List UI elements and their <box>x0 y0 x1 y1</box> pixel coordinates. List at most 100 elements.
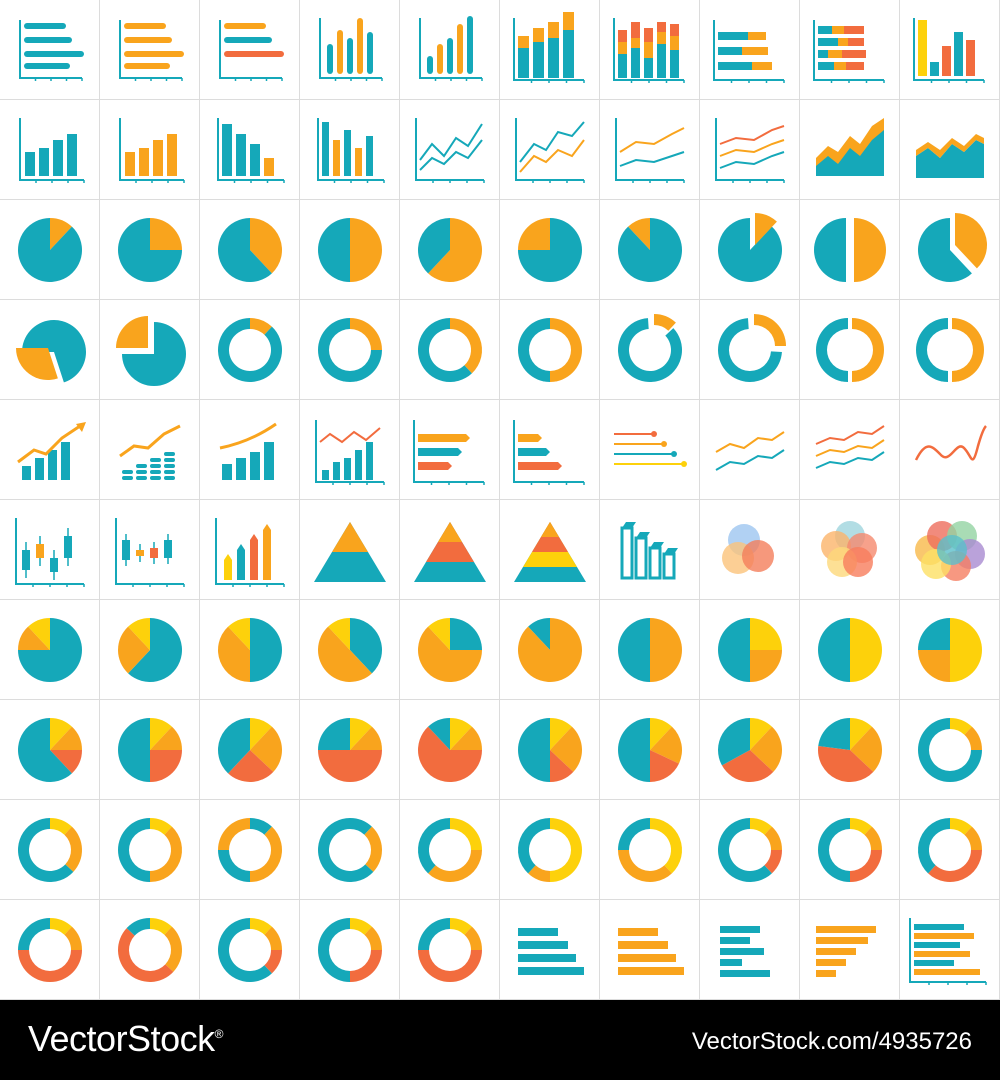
pie-chart-icon <box>800 600 900 700</box>
pie-slice <box>318 626 372 682</box>
pie-slice <box>650 618 682 682</box>
pie-slice <box>250 718 272 750</box>
pie-slice <box>318 750 382 782</box>
donut-segment <box>118 928 174 982</box>
horizontal-bar-chart-icon <box>0 0 100 100</box>
pie-slice <box>618 718 650 782</box>
pie-slice <box>228 750 274 782</box>
donut-chart-icon <box>700 300 800 400</box>
pie-slice <box>350 218 382 282</box>
pie-slice <box>818 618 850 682</box>
pie-slice <box>350 618 382 674</box>
donut-chart-icon <box>800 800 900 900</box>
pie-slice <box>18 218 83 282</box>
pie-chart-icon <box>100 200 200 300</box>
pie-slice <box>228 618 250 650</box>
pie-slice <box>650 726 682 764</box>
brand-logo: VectorStock® <box>28 1018 223 1059</box>
pie-slice <box>50 218 72 250</box>
donut-chart-icon <box>400 800 500 900</box>
icon-grid <box>0 0 1000 1000</box>
donut-segment <box>764 850 782 874</box>
pie-chart-icon <box>0 200 100 300</box>
pie-slice <box>450 618 482 650</box>
pie-chart-icon <box>300 600 400 700</box>
donut-segment <box>318 818 374 882</box>
pie-chart-icon <box>600 600 700 700</box>
pie-slice <box>428 618 450 650</box>
pie-slice <box>450 718 472 750</box>
horizontal-bar-chart-icon <box>800 900 900 1000</box>
pie-slice <box>850 718 872 750</box>
candlestick-chart-icon <box>0 500 100 600</box>
donut-chart-icon <box>900 700 1000 800</box>
bar-chart-icon <box>400 0 500 100</box>
donut-segment <box>150 826 182 882</box>
donut-segment <box>164 926 182 972</box>
donut-segment <box>528 865 550 882</box>
pie-slice <box>950 618 982 682</box>
pie-chart-icon <box>600 200 700 300</box>
bar-chart-icon <box>100 100 200 200</box>
donut-segment <box>418 950 482 982</box>
coin-growth-icon <box>100 400 200 500</box>
pie-slice <box>350 726 382 750</box>
donut-segment <box>964 726 982 750</box>
pie-slice <box>450 726 482 750</box>
donut-segment <box>250 826 282 882</box>
donut-chart-icon <box>300 900 400 1000</box>
venn-diagram-icon <box>800 500 900 600</box>
area-chart-icon <box>900 100 1000 200</box>
pie-slice <box>918 218 972 282</box>
donut-segment <box>450 818 482 850</box>
horizontal-bar-chart-icon <box>700 900 800 1000</box>
donut-segment <box>218 850 250 882</box>
horizontal-bar-chart-icon <box>200 0 300 100</box>
pie-slice <box>150 218 182 250</box>
donut-segment <box>718 818 772 882</box>
donut-chart-icon <box>800 300 900 400</box>
donut-segment <box>50 818 72 835</box>
pie-chart-icon <box>200 600 300 700</box>
pie-slice <box>118 218 182 282</box>
pie-slice <box>518 618 582 682</box>
donut-segment <box>318 918 350 982</box>
donut-segment <box>264 926 282 950</box>
bar-chart-icon <box>900 0 1000 100</box>
donut-segment <box>350 318 382 350</box>
pie-slice <box>650 750 679 782</box>
pie-chart-icon <box>800 700 900 800</box>
donut-chart-icon <box>400 900 500 1000</box>
venn-diagram-icon <box>900 500 1000 600</box>
donut-segment <box>450 918 472 935</box>
donut-segment <box>126 918 150 936</box>
pie-chart-icon <box>900 600 1000 700</box>
pie-slice <box>428 218 482 282</box>
line-chart-icon <box>700 100 800 200</box>
wave-chart-icon <box>900 400 1000 500</box>
pie-slice <box>250 726 282 772</box>
donut-segment <box>918 818 950 874</box>
arrow-bar-chart-icon <box>500 400 600 500</box>
pie-slice <box>518 718 550 782</box>
donut-segment <box>250 818 272 835</box>
pie-chart-icon <box>400 200 500 300</box>
donut-chart-icon <box>100 800 200 900</box>
pie-slice <box>150 726 182 750</box>
pie-chart-icon <box>600 700 700 800</box>
pie-chart-icon <box>200 700 300 800</box>
arrow-bar-chart-icon <box>400 400 500 500</box>
donut-segment <box>650 818 682 874</box>
pyramid-chart-icon <box>500 500 600 600</box>
donut-segment <box>864 826 882 850</box>
pie-slice <box>128 618 182 682</box>
pie-slice <box>418 626 482 682</box>
pie-slice <box>618 218 682 282</box>
pie-slice <box>418 726 482 782</box>
donut-chart-icon <box>200 300 300 400</box>
pie-slice <box>918 650 950 682</box>
pie-slice <box>50 726 82 750</box>
pie-slice <box>150 718 172 750</box>
pie-chart-icon <box>900 200 1000 300</box>
pie-chart-icon <box>800 200 900 300</box>
